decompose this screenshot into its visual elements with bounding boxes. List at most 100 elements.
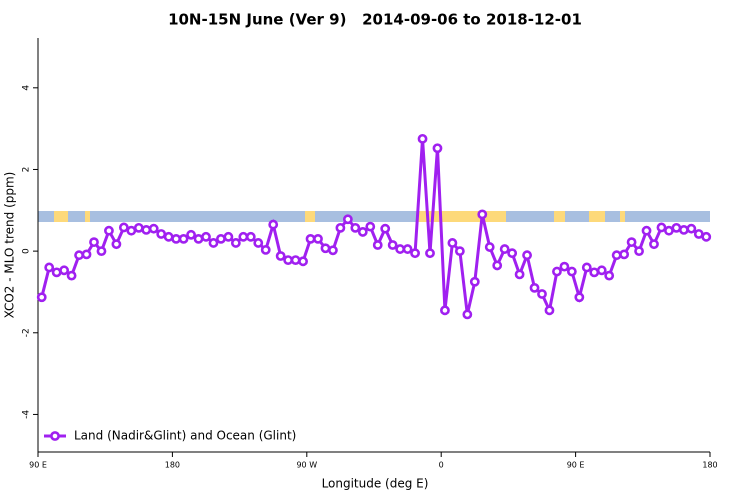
data-point xyxy=(238,231,249,242)
x-tick-label: 180 xyxy=(702,461,717,470)
data-point xyxy=(208,238,219,248)
data-point xyxy=(522,250,532,261)
data-point xyxy=(626,237,637,248)
data-point xyxy=(171,233,182,244)
data-point xyxy=(186,229,196,240)
data-point xyxy=(178,233,189,244)
chart-title: 10N-15N June (Ver 9) 2014-09-06 to 2018-… xyxy=(168,11,582,29)
data-point xyxy=(126,225,137,236)
data-point xyxy=(350,222,361,233)
data-point xyxy=(499,244,510,254)
data-point xyxy=(432,143,443,154)
y-tick-label: 0 xyxy=(22,248,32,254)
data-point xyxy=(118,222,129,233)
data-point xyxy=(477,209,488,220)
x-tick-label: 90 E xyxy=(567,461,585,470)
x-tick-label: 90 W xyxy=(296,461,317,470)
data-point xyxy=(141,224,152,235)
data-point xyxy=(701,231,712,242)
data-point xyxy=(104,225,114,236)
data-point xyxy=(664,225,674,236)
data-point xyxy=(395,244,406,254)
data-point xyxy=(380,223,391,234)
data-point xyxy=(462,309,473,320)
data-point xyxy=(484,242,495,252)
x-axis-label: Longitude (deg E) xyxy=(322,477,429,491)
data-point xyxy=(193,233,204,244)
land-ocean-band xyxy=(38,211,710,222)
data-point xyxy=(372,240,383,250)
data-point xyxy=(686,223,697,234)
data-point xyxy=(574,292,585,303)
data-point xyxy=(320,243,331,254)
data-point xyxy=(260,244,271,255)
data-point xyxy=(148,223,159,234)
data-point xyxy=(656,222,667,233)
data-point xyxy=(96,246,107,257)
data-point xyxy=(290,255,301,266)
data-point xyxy=(335,222,346,233)
legend-label: Land (Nadir&Glint) and Ocean (Glint) xyxy=(74,429,296,443)
data-point xyxy=(230,238,241,248)
data-point xyxy=(59,265,70,276)
data-point xyxy=(163,231,174,242)
data-point xyxy=(566,266,577,277)
data-point xyxy=(201,231,211,242)
data-point xyxy=(604,270,615,281)
data-point xyxy=(529,282,540,293)
data-point xyxy=(133,222,144,233)
data-point xyxy=(402,244,413,254)
data-point xyxy=(611,250,622,261)
data-point xyxy=(328,245,338,256)
data-point xyxy=(641,225,652,236)
data-point xyxy=(66,270,77,281)
data-point xyxy=(649,239,659,250)
data-point xyxy=(245,231,256,242)
data-point xyxy=(51,267,62,278)
data-point xyxy=(559,261,570,272)
data-point xyxy=(596,265,607,276)
y-tick-label: -4 xyxy=(22,410,32,419)
data-point xyxy=(454,246,465,257)
data-point xyxy=(74,250,84,261)
data-point xyxy=(425,248,435,259)
data-point xyxy=(693,229,704,239)
y-tick-label: 2 xyxy=(22,167,32,173)
data-point xyxy=(552,266,562,277)
data-point xyxy=(298,256,308,267)
data-point xyxy=(89,237,99,248)
data-point xyxy=(216,233,226,244)
data-point xyxy=(507,248,518,259)
data-point xyxy=(514,269,525,280)
data-point xyxy=(492,260,503,271)
data-point xyxy=(440,305,450,316)
y-axis-label: XCO2 - MLO trend (ppm) xyxy=(3,172,17,319)
data-point xyxy=(537,289,547,299)
data-point xyxy=(305,233,316,244)
data-point xyxy=(365,221,376,232)
data-point xyxy=(253,238,264,248)
data-point xyxy=(81,249,92,260)
legend-marker xyxy=(50,431,60,441)
data-point xyxy=(36,292,47,303)
data-point xyxy=(634,246,644,257)
y-tick-label: 4 xyxy=(22,85,32,91)
data-point xyxy=(283,255,294,266)
y-tick-label: -2 xyxy=(22,328,32,337)
x-tick-label: 0 xyxy=(439,461,444,470)
data-point xyxy=(581,262,592,273)
x-tick-label: 90 E xyxy=(29,461,47,470)
data-point xyxy=(387,240,398,250)
data-point xyxy=(44,262,55,273)
data-point xyxy=(111,239,122,250)
data-point xyxy=(313,233,323,244)
data-point xyxy=(417,133,428,144)
data-point xyxy=(357,227,368,237)
data-point xyxy=(156,229,167,239)
data-point xyxy=(447,238,458,248)
data-point xyxy=(469,276,480,287)
data-point xyxy=(619,249,630,260)
data-point xyxy=(410,248,420,259)
data-point xyxy=(268,219,279,230)
